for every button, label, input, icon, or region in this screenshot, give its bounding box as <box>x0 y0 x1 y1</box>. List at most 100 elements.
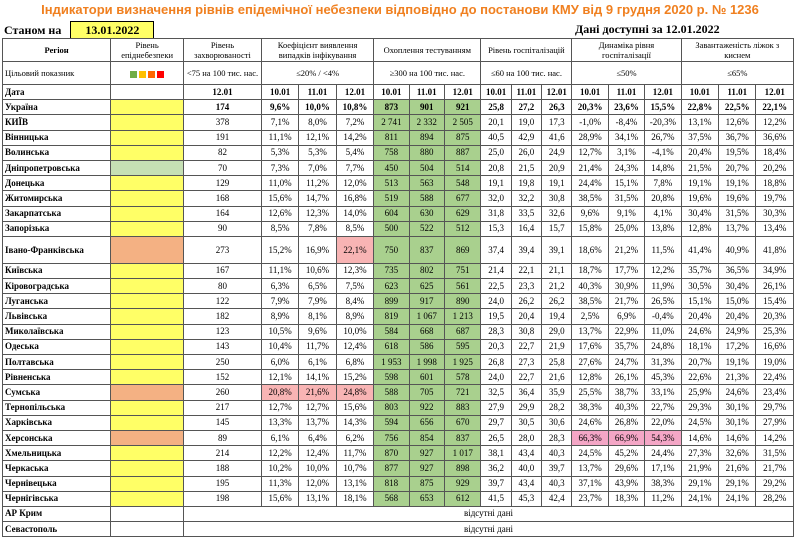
hosp-dyn-value: 38,3% <box>644 475 682 492</box>
testing-value: 584 <box>373 323 410 340</box>
level-green-swatch <box>130 70 138 78</box>
hosp-value: 26,3 <box>541 99 573 116</box>
detection-value: 11,7% <box>335 445 375 462</box>
level-cell <box>110 399 185 416</box>
detection-value: 7,7% <box>335 159 375 177</box>
hosp-dyn-value: 23,6% <box>607 99 646 116</box>
target-hosp-dyn: ≤50% <box>571 61 682 85</box>
hosp-dyn-value: 24,7% <box>607 353 646 371</box>
morbidity-value: 152 <box>183 369 262 386</box>
hosp-dyn-value: 18,7% <box>571 262 609 280</box>
region-name: Львівська <box>1 308 112 325</box>
beds-value: 14,2% <box>755 429 794 447</box>
hosp-value: 20,8 <box>480 159 512 177</box>
date-col: 12.01 <box>644 83 682 101</box>
testing-value: 563 <box>408 175 445 192</box>
testing-value: 927 <box>408 445 445 462</box>
hosp-value: 26,0 <box>510 144 543 161</box>
beds-value: 20,7% <box>680 353 720 371</box>
detection-value: 14,1% <box>298 369 337 386</box>
region-name: Сумська <box>1 384 112 401</box>
status-label: Станом на <box>4 23 62 37</box>
beds-value: 37,5% <box>680 129 720 146</box>
region-name: Івано-Франківська <box>1 235 112 264</box>
level-cell <box>110 460 185 477</box>
hosp-value: 26,2 <box>541 293 573 310</box>
table-row: Вінницька 191 11,1% 12,1% 14,2% 811 894 875 40,5… <box>1 129 794 146</box>
beds-value: 20,2% <box>755 159 794 177</box>
detection-value: 7,2% <box>335 114 375 131</box>
table-row-no-data: АР Крим відсутні дані <box>1 505 794 523</box>
hosp-value: 28,2 <box>541 399 573 416</box>
detection-value: 15,2% <box>260 235 300 264</box>
testing-value: 898 <box>443 460 482 477</box>
testing-value: 629 <box>443 205 482 222</box>
beds-value: 19,6% <box>680 190 720 207</box>
target-label: Цільовий показник <box>1 61 112 85</box>
detection-value: 12,1% <box>298 129 337 146</box>
beds-value: 21,6% <box>718 460 757 477</box>
hosp-value: 22,5 <box>480 278 512 295</box>
detection-value: 6,8% <box>335 353 375 371</box>
level-cell <box>110 220 185 237</box>
hosp-dyn-value: 15,1% <box>607 175 646 192</box>
hosp-dyn-value: 37,1% <box>571 475 609 492</box>
morbidity-value: 217 <box>183 399 262 416</box>
hosp-dyn-value: 13,7% <box>571 460 609 477</box>
hosp-dyn-value: 15,5% <box>644 99 682 116</box>
region-name: Рівненська <box>1 369 112 386</box>
testing-value: 869 <box>443 235 482 264</box>
hosp-value: 39,1 <box>541 235 573 264</box>
hosp-dyn-value: 17,7% <box>607 262 646 280</box>
level-cell <box>110 369 185 386</box>
hosp-value: 15,7 <box>541 220 573 237</box>
testing-value: 522 <box>408 220 445 237</box>
testing-value: 687 <box>443 323 482 340</box>
target-beds: ≤65% <box>680 61 795 85</box>
detection-value: 14,3% <box>335 414 375 431</box>
testing-value: 880 <box>408 144 445 161</box>
hosp-dyn-value: 11,0% <box>644 323 682 340</box>
level-yellow-swatch <box>139 70 147 78</box>
beds-value: 15,0% <box>718 293 757 310</box>
detection-value: 12,1% <box>260 369 300 386</box>
level-cell <box>110 144 185 161</box>
hosp-dyn-value: -8,4% <box>607 114 646 131</box>
hosp-value: 19,8 <box>510 175 543 192</box>
detection-value: 13,1% <box>335 475 375 492</box>
level-cell <box>110 308 185 325</box>
detection-value: 10,4% <box>260 338 300 356</box>
hosp-value: 45,3 <box>510 490 543 507</box>
beds-value: 22,1% <box>755 99 794 116</box>
morbidity-value: 378 <box>183 114 262 131</box>
no-data-text: відсутні дані <box>183 505 794 523</box>
table-row: Дніпропетровська 70 7,3% 7,0% 7,7% 450 504 514 2… <box>1 159 794 177</box>
testing-value: 612 <box>443 490 482 507</box>
testing-value: 899 <box>373 293 410 310</box>
testing-value: 513 <box>373 175 410 192</box>
testing-value: 803 <box>373 399 410 416</box>
beds-value: 22,4% <box>755 369 794 386</box>
region-name: Волинська <box>1 144 112 161</box>
hosp-dyn-value: 24,8% <box>644 338 682 356</box>
hosp-dyn-value: 24,5% <box>571 445 609 462</box>
testing-value: 811 <box>373 129 410 146</box>
table-row: Чернігівська 198 15,6% 13,1% 18,1% 568 653 612 4… <box>1 490 794 507</box>
table-row: Одеська 143 10,4% 11,7% 12,4% 618 586 595 20,3 22… <box>1 338 794 356</box>
table-row: Донецька 129 11,0% 11,2% 12,0% 513 563 548 19,1 1… <box>1 175 794 192</box>
hosp-dyn-value: 13,8% <box>644 220 682 237</box>
beds-value: 21,9% <box>680 460 720 477</box>
detection-value: 13,7% <box>298 414 337 431</box>
detection-value: 5,3% <box>260 144 300 161</box>
testing-value: 922 <box>408 399 445 416</box>
hosp-value: 29,9 <box>510 399 543 416</box>
beds-value: 24,1% <box>718 490 757 507</box>
date-morbidity: 12.01 <box>183 83 262 101</box>
table-row: Харківська 145 13,3% 13,7% 14,3% 594 656 670 29,… <box>1 414 794 431</box>
hosp-dyn-value: 24,4% <box>644 445 682 462</box>
hosp-value: 39,7 <box>541 460 573 477</box>
testing-value: 890 <box>443 293 482 310</box>
date-label: Дата <box>1 83 112 101</box>
hosp-value: 25,0 <box>480 144 512 161</box>
hosp-dyn-value: 11,2% <box>644 490 682 507</box>
